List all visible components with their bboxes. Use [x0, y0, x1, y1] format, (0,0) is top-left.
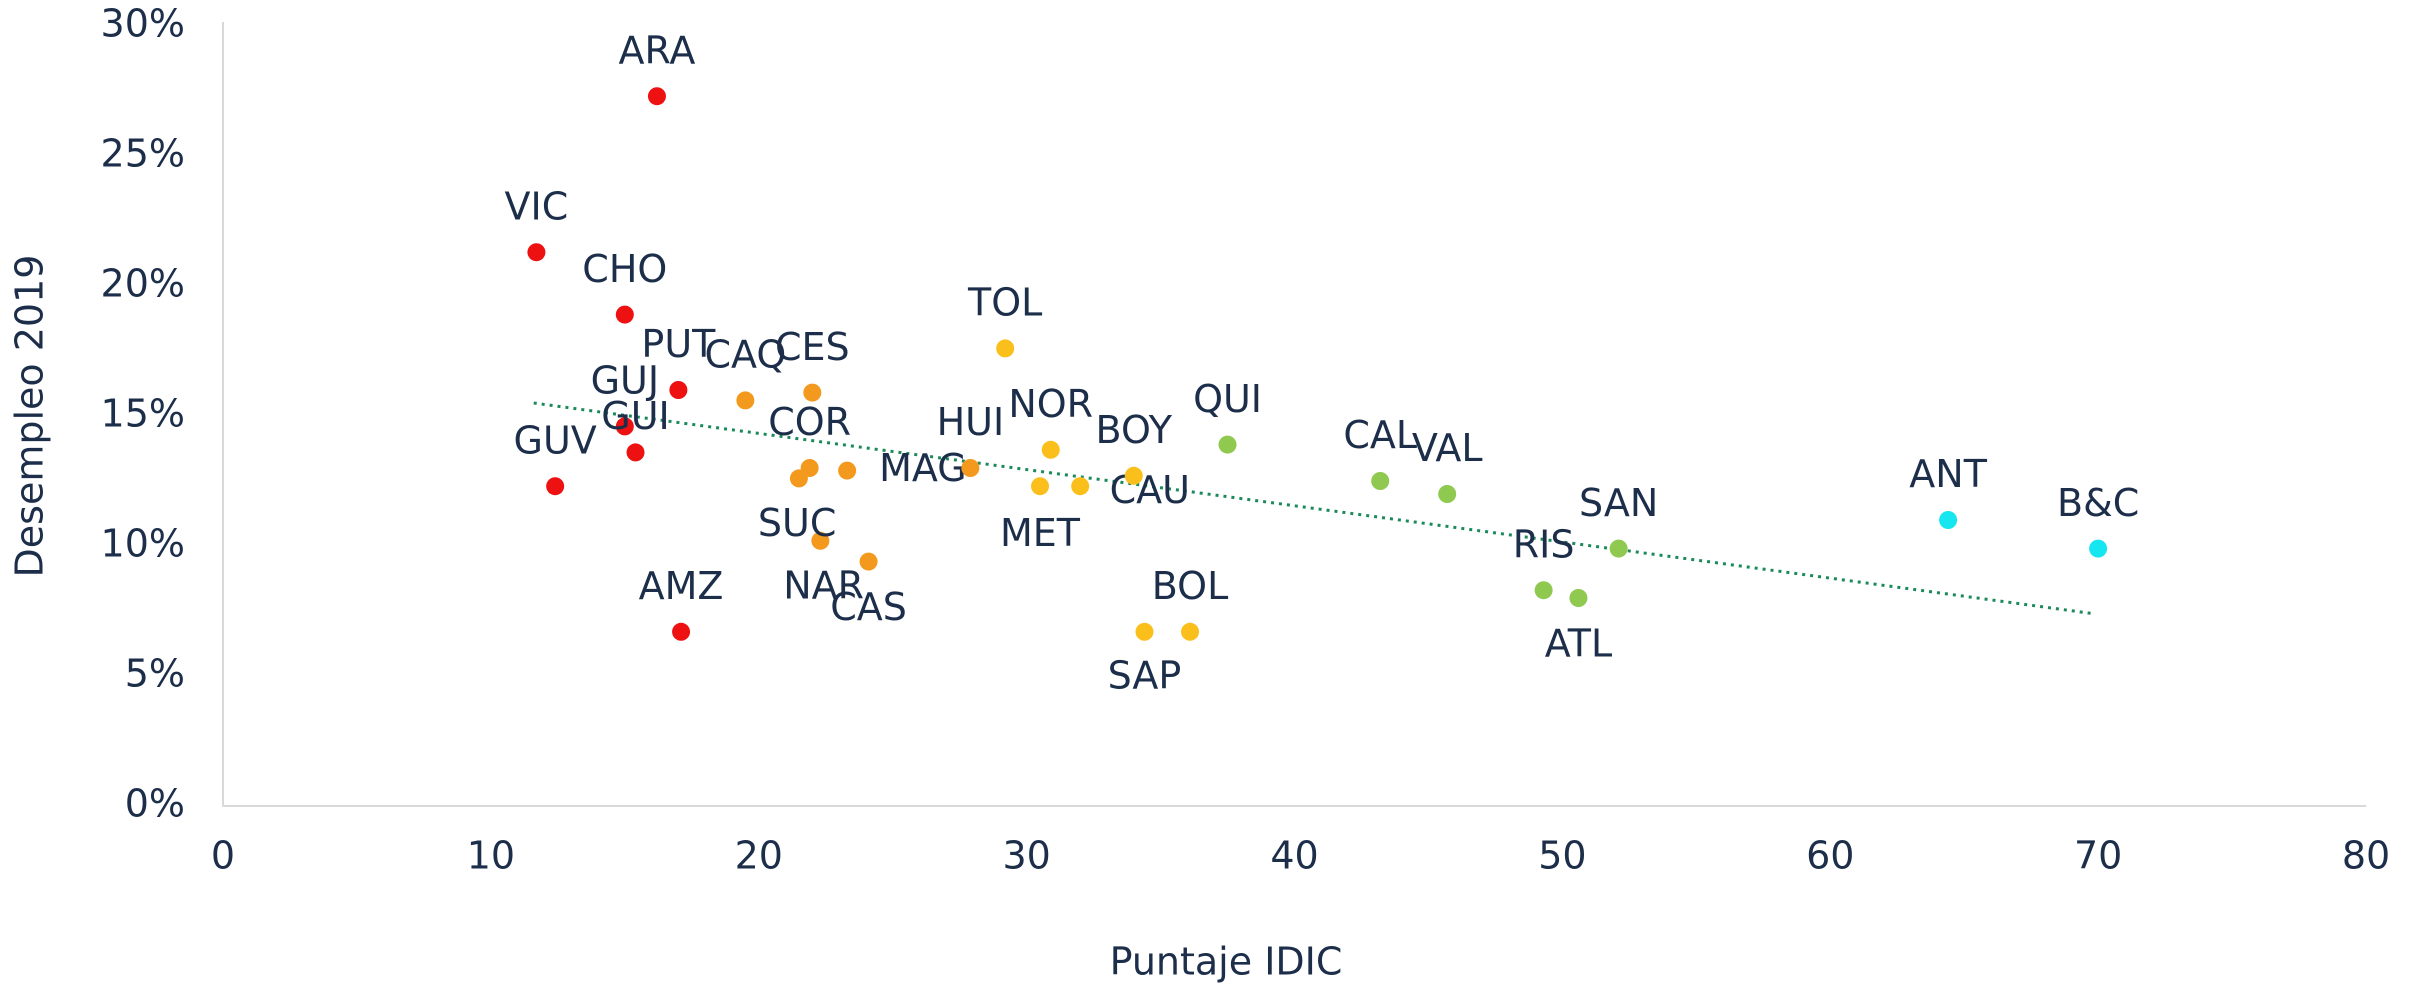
point: [838, 461, 857, 480]
point: [1939, 511, 1958, 529]
point: [647, 87, 666, 106]
point-label: CAU: [1110, 468, 1190, 512]
point-label: GUV: [514, 418, 597, 462]
x-tick-label: 30: [1002, 834, 1050, 878]
x-tick-label: 70: [2074, 834, 2122, 878]
point-label: PUT: [641, 322, 716, 366]
point: [672, 622, 691, 641]
x-tick-label: 80: [2342, 834, 2390, 878]
point-label: NAR: [783, 564, 864, 608]
x-tick-label: 20: [735, 834, 783, 878]
point: [1569, 589, 1588, 607]
point: [546, 477, 565, 496]
y-tick-label: 10%: [101, 522, 185, 566]
point: [1609, 539, 1628, 558]
y-tick-label: 20%: [101, 262, 185, 306]
point-label: SAN: [1579, 481, 1658, 525]
point-label: TOL: [967, 281, 1042, 325]
point-label: CHO: [582, 247, 667, 291]
trendline: [533, 401, 2093, 616]
point-label: ANT: [1909, 452, 1987, 496]
point: [1218, 435, 1237, 454]
point-label: SUC: [758, 501, 836, 545]
x-tick-label: 40: [1270, 834, 1318, 878]
point: [1438, 485, 1457, 503]
point-label: SAP: [1108, 654, 1182, 698]
point: [1124, 466, 1143, 485]
x-tick-label: 50: [1538, 834, 1586, 878]
point-label: HUI: [937, 400, 1005, 444]
y-tick-label: 15%: [101, 392, 185, 436]
point-label: BOY: [1096, 408, 1173, 452]
y-tick-label: 30%: [101, 2, 185, 46]
point-label: CAL: [1343, 413, 1417, 457]
point: [615, 417, 634, 436]
point-label: QUI: [1193, 377, 1262, 421]
point: [669, 381, 688, 399]
point-label: GUI: [601, 394, 669, 438]
y-axis-title: Desempleo 2019: [8, 255, 52, 578]
point-label: GUJ: [591, 359, 659, 403]
point: [527, 243, 546, 262]
y-tick-label: 5%: [125, 652, 185, 696]
x-tick-label: 0: [211, 834, 235, 878]
x-tick-label: 10: [467, 834, 515, 878]
point: [1371, 472, 1390, 490]
point-label: CAQ: [704, 333, 786, 377]
point-label: ATL: [1545, 621, 1612, 665]
point-label: MET: [1000, 511, 1081, 555]
x-tick-label: 60: [1806, 834, 1854, 878]
point-label: B&C: [2057, 481, 2139, 525]
x-axis-title: Puntaje IDIC: [1110, 940, 1343, 984]
point: [961, 459, 980, 477]
point: [1534, 581, 1553, 600]
point-label: BOL: [1152, 564, 1228, 608]
point-label: ARA: [619, 28, 696, 72]
point: [803, 383, 822, 402]
point-label: NOR: [1008, 382, 1093, 426]
point: [1041, 440, 1060, 459]
point: [1031, 477, 1050, 496]
point: [1181, 622, 1200, 641]
point: [1071, 477, 1090, 496]
point-label: CAS: [830, 585, 907, 629]
point-label: VAL: [1412, 426, 1483, 470]
point-label: MAG: [879, 446, 967, 490]
point-label: VIC: [505, 184, 569, 228]
point: [615, 305, 634, 324]
point-label: AMZ: [639, 564, 724, 608]
point: [859, 552, 878, 571]
point: [2089, 539, 2108, 558]
point: [736, 391, 755, 410]
point: [996, 339, 1015, 358]
y-tick-label: 25%: [101, 132, 185, 176]
point-label: COR: [768, 400, 851, 444]
point-label: RIS: [1513, 522, 1575, 566]
point-label: CES: [775, 325, 850, 369]
y-tick-label: 0%: [125, 782, 185, 826]
point: [789, 469, 808, 488]
point: [1135, 622, 1154, 641]
point: [626, 443, 645, 462]
point: [811, 531, 830, 550]
